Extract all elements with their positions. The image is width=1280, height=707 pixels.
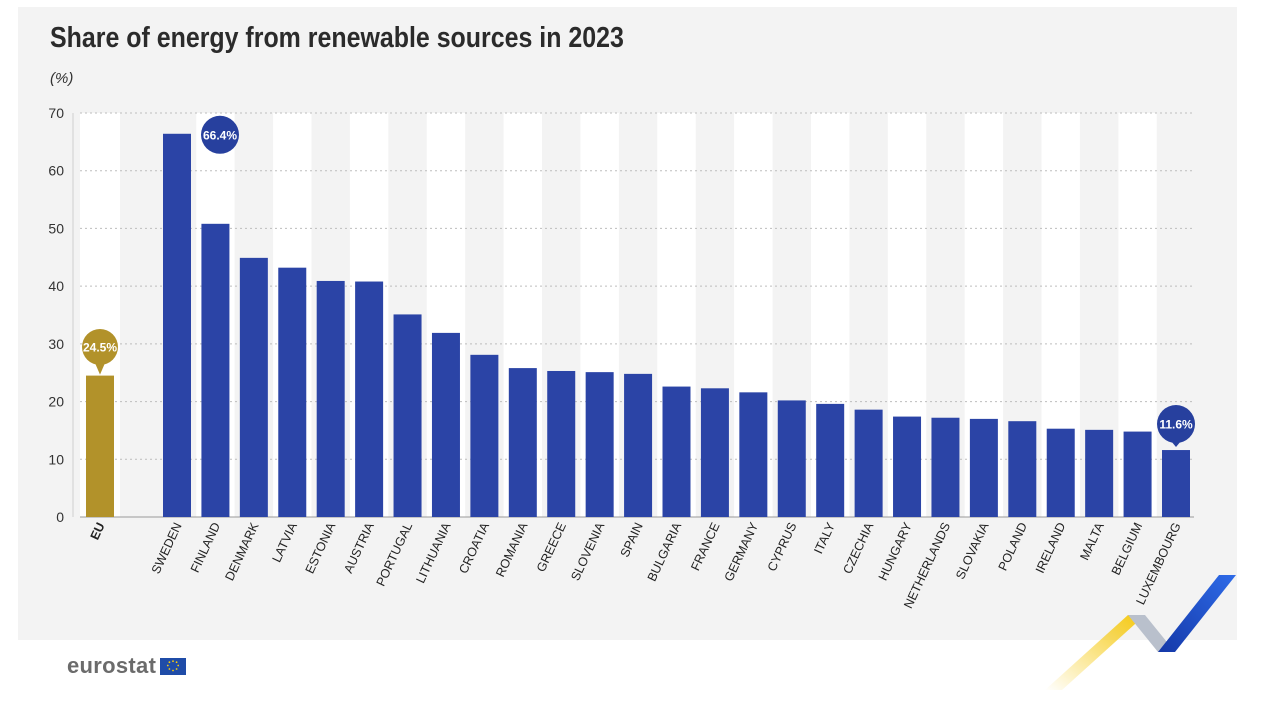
x-label-portugal: PORTUGAL — [374, 520, 416, 588]
bar-belgium — [1123, 431, 1152, 517]
logo-text: eurostat — [67, 653, 157, 678]
callout-text: 66.4% — [203, 128, 237, 142]
bar-hungary — [893, 416, 922, 517]
bar-latvia — [278, 267, 307, 517]
eurostat-logo: eurostat — [67, 652, 187, 680]
bar-finland — [201, 223, 230, 517]
bar-eu — [86, 375, 114, 517]
x-label-hungary: HUNGARY — [876, 520, 915, 583]
bar-slovakia — [969, 418, 998, 517]
x-label-germany: GERMANY — [722, 520, 762, 584]
callout-pointer — [1171, 441, 1181, 448]
y-tick-label: 20 — [48, 394, 64, 410]
chart-title: Share of energy from renewable sources i… — [50, 22, 624, 54]
callout-bubble — [1157, 405, 1195, 444]
callout-sweden: 66.4% — [201, 115, 239, 154]
callout-text: 24.5% — [83, 341, 117, 355]
callouts: 24.5% 66.4% 11.6% — [82, 115, 1195, 448]
y-tick-label: 60 — [48, 163, 64, 179]
x-label-slovenia: SLOVENIA — [568, 520, 607, 583]
callout-eu: 24.5% — [82, 329, 118, 375]
x-label-czechia: CZECHIA — [840, 520, 876, 576]
x-label-finland: FINLAND — [188, 520, 223, 574]
callout-text: 11.6% — [1159, 418, 1193, 432]
y-tick-label: 40 — [48, 278, 64, 294]
bar-france — [700, 388, 729, 517]
bar-lithuania — [431, 332, 460, 517]
bar-germany — [739, 392, 768, 517]
callout-bubble — [82, 329, 118, 365]
x-label-eu: EU — [88, 520, 108, 542]
y-tick-label: 50 — [48, 220, 64, 236]
x-label-austria: AUSTRIA — [341, 520, 377, 576]
y-tick-label: 70 — [48, 105, 64, 121]
x-label-malta: MALTA — [1077, 520, 1107, 563]
y-tick-label: 30 — [48, 336, 64, 352]
bar-ireland — [1046, 428, 1075, 517]
x-label-italy: ITALY — [811, 520, 838, 556]
bar-portugal — [393, 314, 422, 517]
x-label-croatia: CROATIA — [456, 520, 492, 576]
bar-bulgaria — [662, 386, 691, 517]
x-label-latvia: LATVIA — [269, 520, 300, 565]
brand-ribbon-graphic — [1045, 575, 1236, 690]
x-label-spain: SPAIN — [618, 520, 646, 559]
x-label-ireland: IRELAND — [1033, 520, 1069, 575]
x-axis-labels: EU SWEDEN FINLAND DENMARK LATVIA ESTONIA AUSTR… — [88, 520, 1184, 611]
x-label-france: FRANCE — [688, 520, 722, 573]
bars — [86, 133, 1190, 517]
bar-austria — [355, 281, 384, 517]
unit-label: (%) — [50, 70, 74, 87]
x-label-slovakia: SLOVAKIA — [953, 520, 992, 582]
x-label-sweden: SWEDEN — [149, 520, 185, 576]
y-tick-label: 0 — [56, 509, 64, 525]
x-label-poland: POLAND — [996, 520, 1030, 573]
bar-slovenia — [585, 372, 614, 517]
callout-bubble — [201, 115, 239, 154]
x-label-denmark: DENMARK — [222, 520, 261, 583]
x-label-greece: GREECE — [534, 520, 569, 574]
eu-flag-icon — [160, 657, 187, 675]
bar-czechia — [854, 409, 883, 517]
bar-denmark — [239, 257, 268, 517]
callout-luxembourg: 11.6% — [1157, 405, 1195, 448]
x-label-bulgaria: BULGARIA — [645, 520, 685, 584]
y-tick-label: 10 — [48, 451, 64, 467]
bar-malta — [1085, 429, 1114, 517]
x-label-romania: ROMANIA — [493, 520, 531, 579]
x-label-cyprus: CYPRUS — [765, 520, 800, 573]
x-label-belgium: BELGIUM — [1109, 520, 1145, 577]
bar-spain — [624, 373, 653, 517]
bar-greece — [547, 370, 576, 517]
bar-italy — [816, 403, 845, 517]
callout-pointer — [95, 363, 105, 375]
bar-luxembourg — [1162, 450, 1190, 517]
x-label-estonia: ESTONIA — [303, 520, 339, 576]
x-label-lithuania: LITHUANIA — [413, 520, 454, 586]
bar-poland — [1008, 421, 1037, 517]
bar-estonia — [316, 280, 345, 517]
bar-croatia — [470, 354, 499, 517]
bar-netherlands — [931, 417, 960, 517]
bar-sweden — [163, 133, 191, 517]
bar-romania — [508, 368, 537, 517]
bar-cyprus — [777, 400, 806, 517]
